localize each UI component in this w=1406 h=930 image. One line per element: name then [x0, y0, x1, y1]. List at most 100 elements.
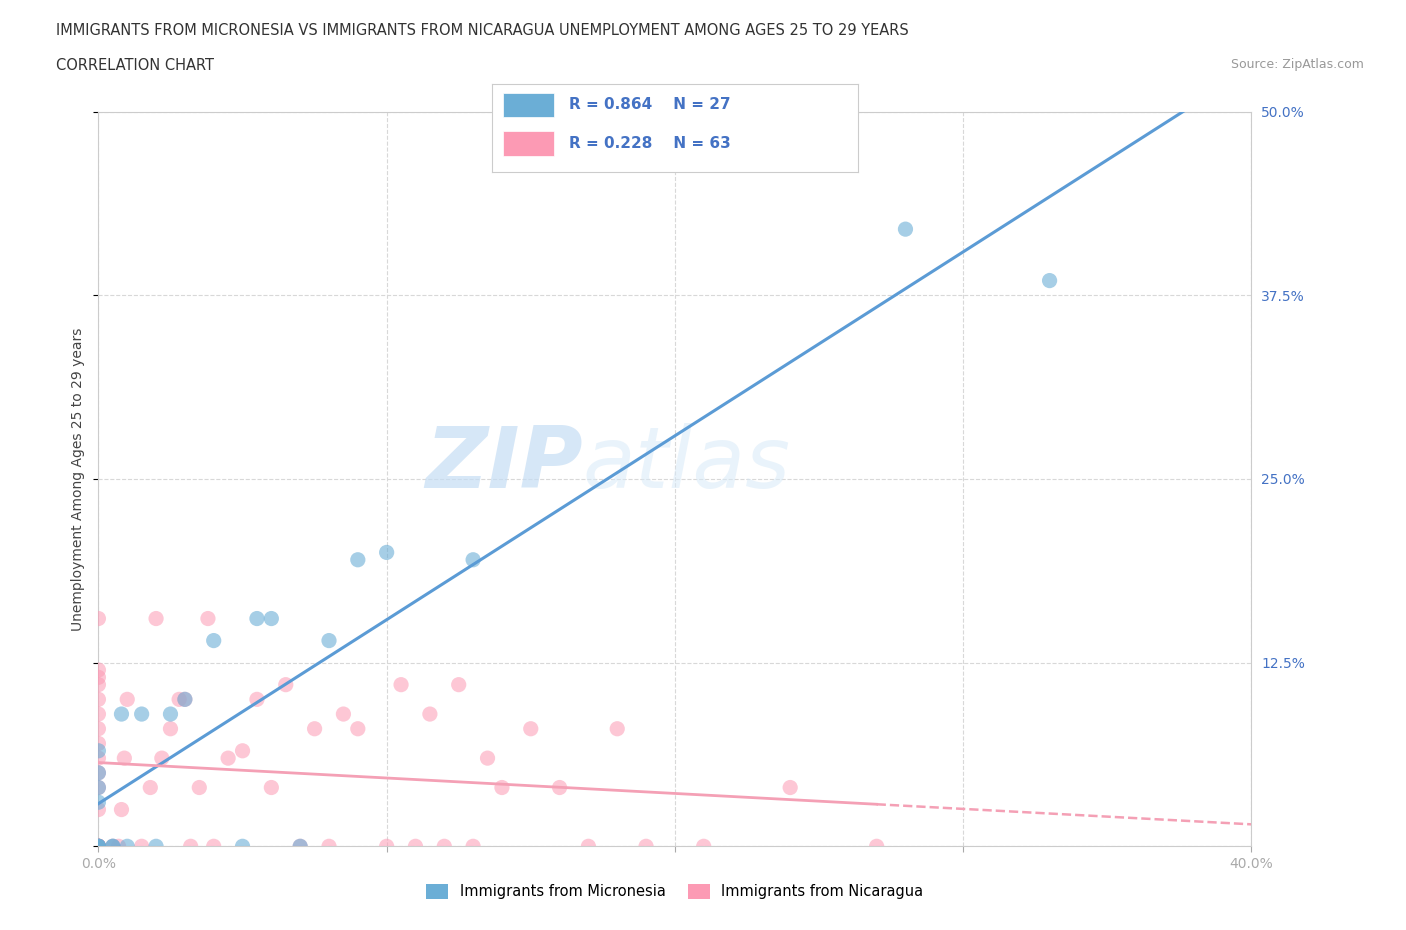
Point: [101, 839, 124, 854]
Point: [87, 780, 110, 795]
Point: [332, 707, 354, 722]
Text: R = 0.864    N = 27: R = 0.864 N = 27: [569, 98, 731, 113]
Point: [87, 839, 110, 854]
Point: [87, 670, 110, 684]
Point: [894, 221, 917, 236]
Point: [87, 751, 110, 765]
Point: [87, 692, 110, 707]
Point: [447, 677, 470, 692]
Point: [101, 839, 124, 854]
Point: [419, 707, 441, 722]
Point: [290, 839, 312, 854]
Point: [202, 839, 225, 854]
Point: [117, 839, 139, 854]
Point: [87, 839, 110, 854]
Point: [117, 692, 139, 707]
Point: [87, 677, 110, 692]
Point: [87, 839, 110, 854]
Point: [578, 839, 600, 854]
Point: [101, 839, 124, 854]
Point: [87, 795, 110, 810]
Point: [145, 611, 167, 626]
Point: [346, 722, 368, 737]
Point: [87, 611, 110, 626]
Text: CORRELATION CHART: CORRELATION CHART: [56, 58, 214, 73]
Point: [318, 633, 340, 648]
Point: [131, 707, 153, 722]
Point: [159, 722, 181, 737]
Point: [87, 722, 110, 737]
Point: [260, 611, 283, 626]
Point: [304, 722, 326, 737]
Point: [375, 545, 398, 560]
Point: [107, 839, 129, 854]
Point: [246, 611, 269, 626]
Point: [87, 765, 110, 780]
Point: [139, 780, 162, 795]
Point: [131, 839, 153, 854]
Point: [87, 839, 110, 854]
Text: ZIP: ZIP: [425, 423, 582, 506]
Point: [87, 839, 110, 854]
Point: [1038, 273, 1062, 288]
Point: [433, 839, 456, 854]
Point: [202, 633, 225, 648]
Point: [87, 839, 110, 854]
Point: [231, 839, 254, 854]
Point: [461, 552, 484, 567]
Point: [260, 780, 283, 795]
Point: [167, 692, 190, 707]
Point: [180, 839, 202, 854]
Point: [112, 751, 135, 765]
Point: [87, 707, 110, 722]
Point: [318, 839, 340, 854]
Point: [246, 692, 269, 707]
Point: [461, 839, 484, 854]
Point: [197, 611, 219, 626]
Point: [606, 722, 628, 737]
Bar: [503, 131, 554, 156]
Point: [87, 839, 110, 854]
Point: [150, 751, 173, 765]
Point: [174, 692, 197, 707]
Point: [87, 839, 110, 854]
Text: atlas: atlas: [582, 423, 790, 506]
Point: [188, 780, 211, 795]
Point: [87, 736, 110, 751]
Point: [110, 802, 132, 817]
Point: [548, 780, 571, 795]
Point: [87, 839, 110, 854]
Point: [636, 839, 658, 854]
Text: Source: ZipAtlas.com: Source: ZipAtlas.com: [1230, 58, 1364, 71]
Point: [87, 839, 110, 854]
Legend: Immigrants from Micronesia, Immigrants from Nicaragua: Immigrants from Micronesia, Immigrants f…: [420, 878, 929, 905]
Point: [389, 677, 412, 692]
Point: [477, 751, 499, 765]
Point: [145, 839, 167, 854]
Point: [87, 839, 110, 854]
Point: [231, 743, 254, 758]
Point: [159, 707, 181, 722]
Point: [405, 839, 427, 854]
Point: [110, 707, 132, 722]
Point: [274, 677, 297, 692]
Point: [87, 743, 110, 758]
Point: [87, 780, 110, 795]
Point: [87, 839, 110, 854]
Point: [520, 722, 543, 737]
Point: [87, 662, 110, 677]
Point: [87, 802, 110, 817]
Point: [491, 780, 513, 795]
Point: [866, 839, 889, 854]
Point: [174, 692, 197, 707]
Y-axis label: Unemployment Among Ages 25 to 29 years: Unemployment Among Ages 25 to 29 years: [72, 327, 86, 631]
Point: [217, 751, 239, 765]
Point: [375, 839, 398, 854]
Point: [87, 765, 110, 780]
Point: [693, 839, 716, 854]
Text: IMMIGRANTS FROM MICRONESIA VS IMMIGRANTS FROM NICARAGUA UNEMPLOYMENT AMONG AGES : IMMIGRANTS FROM MICRONESIA VS IMMIGRANTS…: [56, 23, 910, 38]
Point: [290, 839, 312, 854]
Point: [779, 780, 801, 795]
Point: [346, 552, 368, 567]
Bar: [503, 93, 554, 117]
